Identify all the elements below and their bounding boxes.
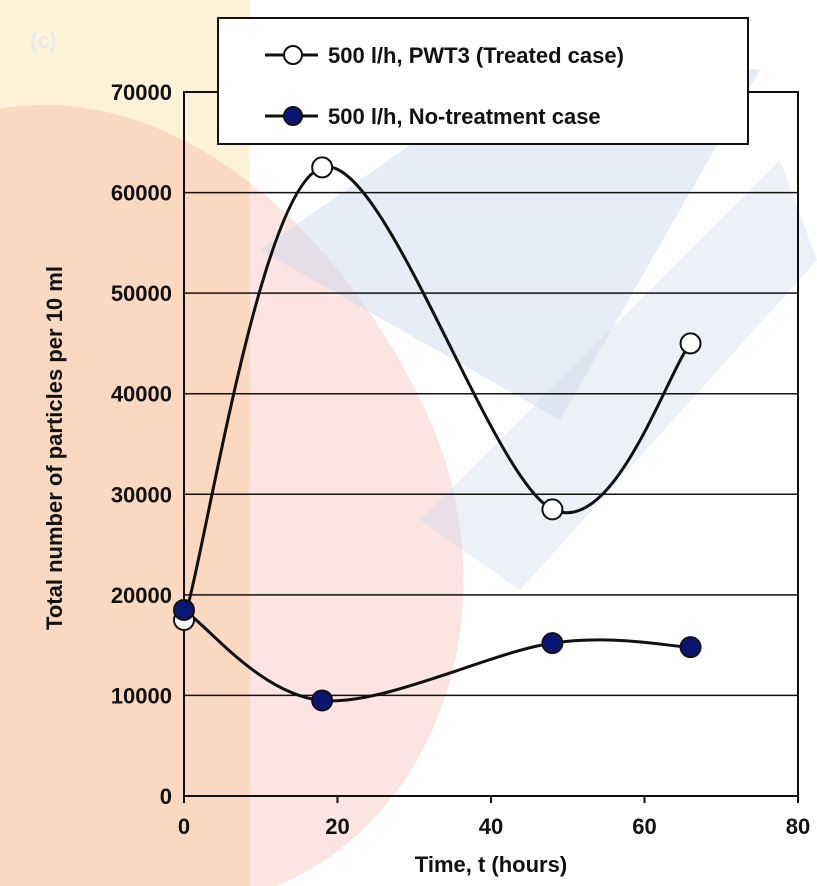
data-point-treated [311, 156, 334, 179]
y-tick-label: 60000 [111, 181, 172, 206]
x-tick-label: 60 [632, 814, 656, 839]
y-tick-label: 30000 [111, 482, 172, 507]
legend-open-circle-icon [283, 45, 303, 65]
x-tick-label: 20 [325, 814, 349, 839]
data-point-no-treatment [541, 632, 564, 655]
legend-box [217, 17, 749, 145]
gridlines [184, 191, 798, 697]
data-point-no-treatment [679, 636, 702, 659]
plot-frame [183, 91, 799, 797]
y-axis-ticks: 0 10000 20000 30000 40000 50000 60000 70000 [111, 80, 172, 809]
x-axis-ticks: 0 20 40 60 80 [178, 796, 810, 839]
legend: 500 l/h, PWT3 (Treated case) 500 l/h, No… [217, 17, 749, 145]
y-tick-label: 0 [160, 784, 172, 809]
x-tick-label: 0 [178, 814, 190, 839]
data-point-no-treatment [311, 689, 334, 712]
y-axis-title: Total number of particles per 10 ml [42, 266, 67, 630]
x-tick-label: 80 [786, 814, 810, 839]
y-tick-label: 20000 [111, 583, 172, 608]
series-line-no-treatment [183, 608, 691, 703]
y-tick-label: 40000 [111, 382, 172, 407]
legend-filled-circle-icon [283, 106, 303, 126]
series-layer [173, 156, 702, 712]
data-point-treated [541, 498, 564, 521]
x-axis-title: Time, t (hours) [415, 852, 567, 877]
x-tick-label: 40 [479, 814, 503, 839]
legend-label-treated: 500 l/h, PWT3 (Treated case) [328, 43, 624, 68]
legend-entry-treated: 500 l/h, PWT3 (Treated case) [265, 43, 624, 68]
panel-label: (c) [30, 28, 57, 53]
data-point-no-treatment [173, 598, 195, 621]
legend-entry-no-treatment: 500 l/h, No-treatment case [265, 104, 601, 129]
y-tick-label: 10000 [111, 683, 172, 708]
y-tick-label: 50000 [111, 281, 172, 306]
y-tick-label: 70000 [111, 80, 172, 105]
legend-label-no-treatment: 500 l/h, No-treatment case [328, 104, 601, 129]
series-line-treated [182, 165, 692, 621]
data-point-treated [679, 332, 702, 355]
